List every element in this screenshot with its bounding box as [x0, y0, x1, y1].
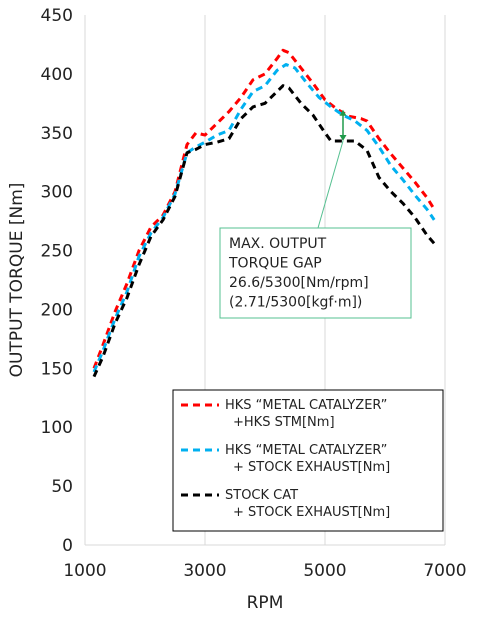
y-tick-labels: 0 50 100 150 200 250 300 350 400 450 [41, 6, 73, 556]
y-axis-title: OUTPUT TORQUE [Nm] [7, 183, 27, 378]
gap-arrow-head-down [339, 135, 347, 142]
gap-arrow-head-up [339, 109, 347, 116]
y-tick-label-4: 200 [41, 300, 73, 320]
y-tick-label-5: 250 [41, 242, 73, 262]
y-tick-label-2: 100 [41, 418, 73, 438]
y-tick-label-7: 350 [41, 124, 73, 144]
series-line-2 [92, 84, 436, 378]
annotation-leader-line [317, 140, 344, 229]
y-tick-label-1: 50 [51, 477, 73, 497]
legend-label-2-0: STOCK CAT [225, 488, 298, 503]
annotation-line-3: (2.71/5300[kgf·m]) [229, 295, 362, 311]
annotation: MAX. OUTPUT TORQUE GAP 26.6/5300[Nm/rpm] (2… [219, 109, 412, 319]
annotation-line-1: TORQUE GAP [228, 256, 322, 272]
annotation-line-0: MAX. OUTPUT [229, 236, 327, 252]
x-tick-label-2: 5000 [303, 561, 346, 581]
x-tick-labels: 1000 3000 5000 7000 [63, 561, 466, 581]
y-tick-label-8: 400 [41, 65, 73, 85]
y-tick-label-3: 150 [41, 359, 73, 379]
annotation-box [219, 227, 412, 319]
legend-label-2-1: + STOCK EXHAUST[Nm] [233, 505, 390, 520]
legend-label-0-0: HKS “METAL CATALYZER” [225, 398, 387, 413]
y-tick-label-9: 450 [41, 6, 73, 26]
legend: HKS “METAL CATALYZER” +HKS STM[Nm] HKS “ME… [172, 389, 444, 532]
legend-label-1-0: HKS “METAL CATALYZER” [225, 443, 387, 458]
x-tick-label-1: 3000 [183, 561, 226, 581]
y-tick-label-0: 0 [62, 536, 73, 556]
x-tick-label-3: 7000 [423, 561, 466, 581]
legend-label-1-1: + STOCK EXHAUST[Nm] [233, 460, 390, 475]
annotation-line-2: 26.6/5300[Nm/rpm] [229, 275, 369, 291]
series-lines [92, 48, 436, 378]
x-axis-title: RPM [247, 593, 284, 613]
series-line-0 [92, 48, 436, 369]
y-tick-label-6: 300 [41, 183, 73, 203]
legend-label-0-1: +HKS STM[Nm] [233, 415, 335, 430]
series-line-1 [92, 63, 436, 373]
legend-box [172, 389, 444, 532]
x-tick-label-0: 1000 [63, 561, 106, 581]
